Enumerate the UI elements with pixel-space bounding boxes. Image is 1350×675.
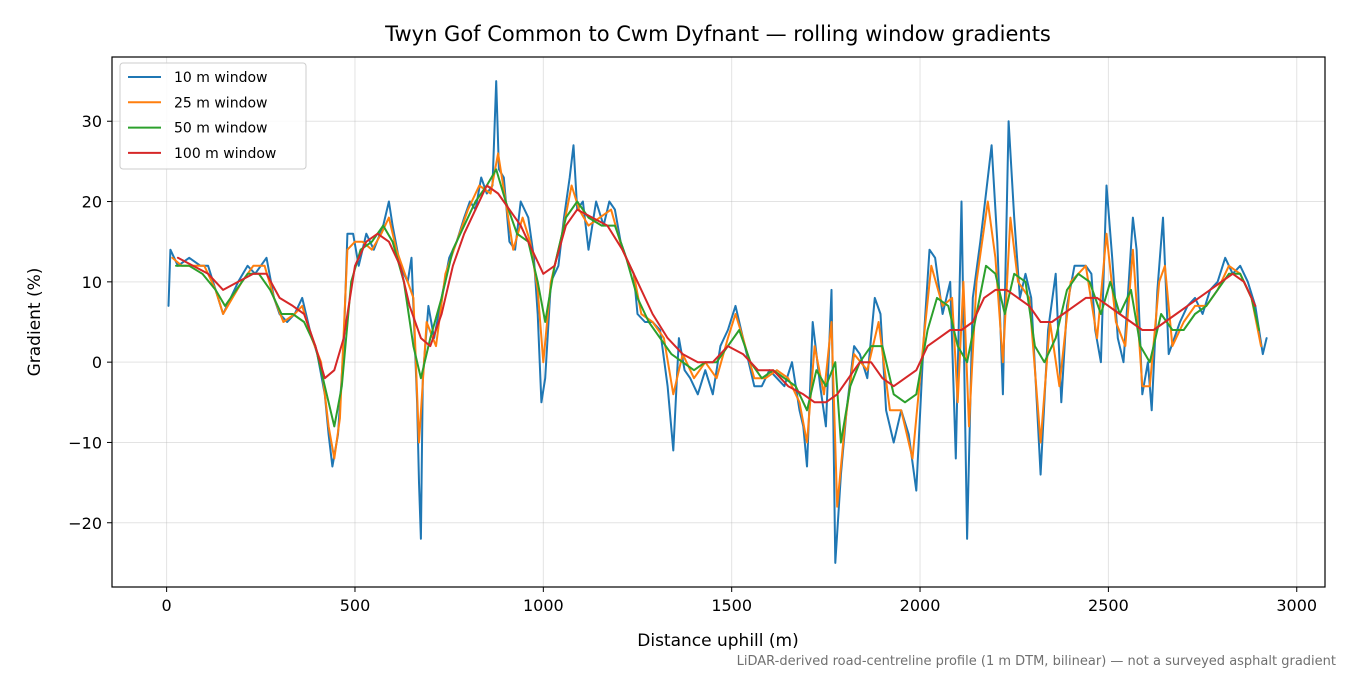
footnote: LiDAR-derived road-centreline profile (1… xyxy=(737,654,1336,669)
y-axis-ticks: −20 −10 0 10 20 30 xyxy=(68,112,112,533)
x-tick-label: 3000 xyxy=(1276,596,1317,615)
legend-label: 50 m window xyxy=(174,121,267,137)
x-tick-label: 0 xyxy=(162,596,172,615)
legend-label: 25 m window xyxy=(174,95,267,111)
y-tick-label: 20 xyxy=(82,193,102,212)
y-axis-label: Gradient (%) xyxy=(25,268,45,377)
y-tick-label: 10 xyxy=(82,273,102,292)
x-tick-label: 1500 xyxy=(711,596,752,615)
x-tick-label: 2500 xyxy=(1088,596,1129,615)
series-line xyxy=(176,184,1257,404)
x-tick-label: 1000 xyxy=(523,596,564,615)
legend: 10 m window 25 m window 50 m window 100 m w… xyxy=(119,62,307,170)
x-axis-label: Distance uphill (m) xyxy=(637,631,798,651)
series-lines xyxy=(167,80,1268,564)
legend-label: 10 m window xyxy=(174,70,267,86)
series-line xyxy=(167,80,1268,564)
y-tick-label: 30 xyxy=(82,112,102,131)
y-tick-label: −20 xyxy=(68,514,102,533)
y-tick-label: 0 xyxy=(92,353,102,372)
legend-entries: 10 m window 25 m window 50 m window 100 m w… xyxy=(128,70,276,162)
x-tick-label: 500 xyxy=(340,596,371,615)
x-axis-ticks: 0 500 1000 1500 2000 2500 3000 xyxy=(162,587,1317,615)
legend-label: 100 m window xyxy=(174,146,276,162)
plot-area-frame xyxy=(111,56,1326,588)
y-tick-label: −10 xyxy=(68,433,102,452)
x-tick-label: 2000 xyxy=(900,596,941,615)
legend-box xyxy=(119,62,307,170)
chart-title: Twyn Gof Common to Cwm Dyfnant — rolling… xyxy=(384,22,1051,46)
